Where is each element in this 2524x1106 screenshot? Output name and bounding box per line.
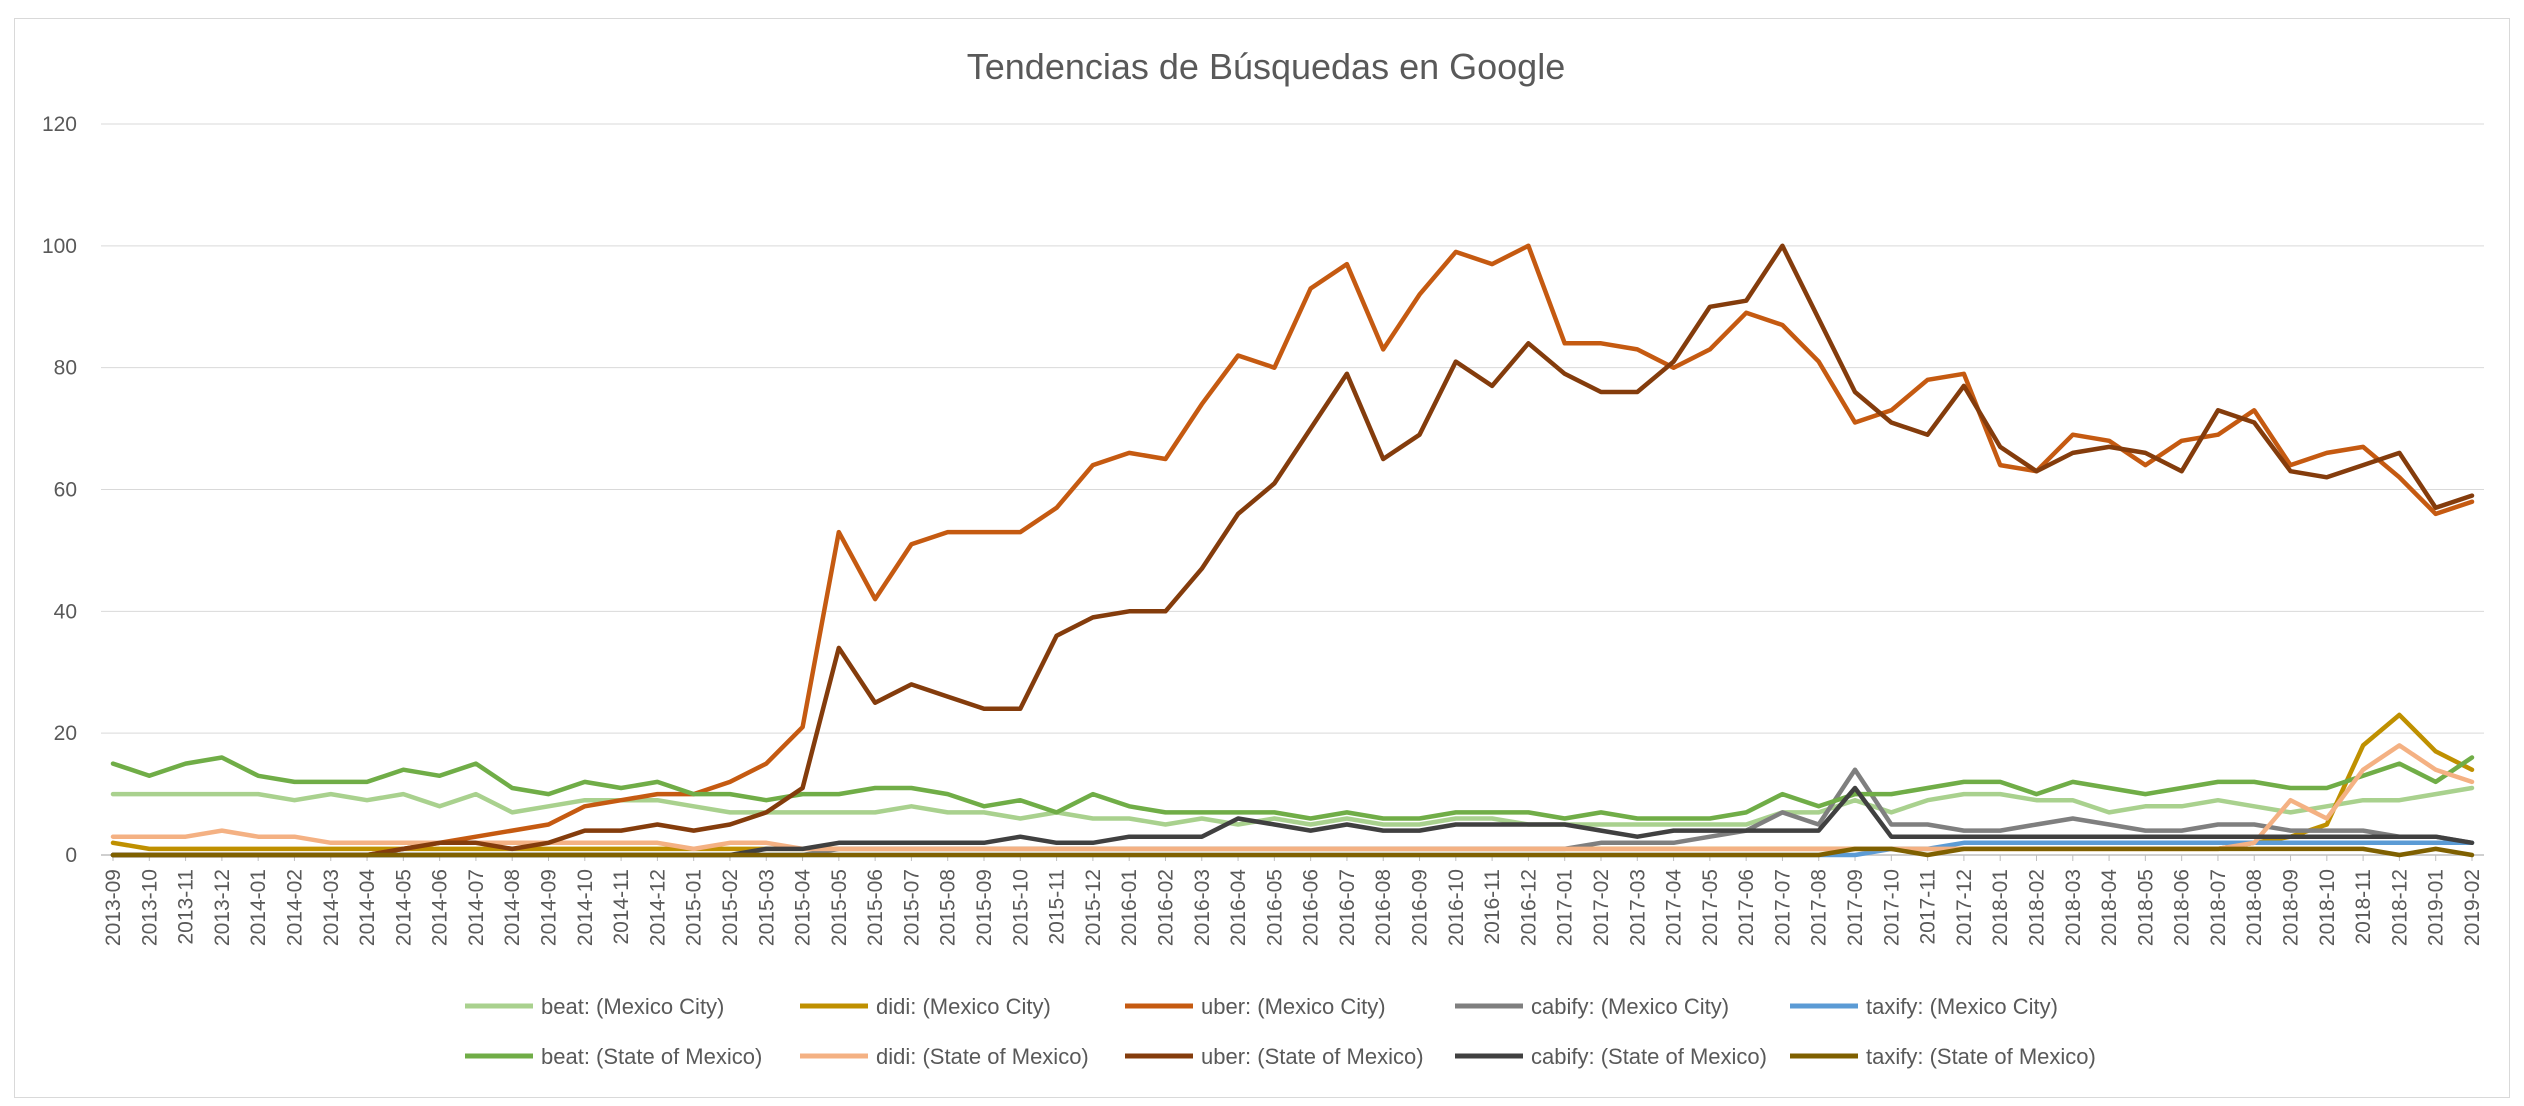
x-tick-label: 2014-01 — [247, 869, 270, 946]
x-tick-label: 2018-12 — [2388, 869, 2411, 946]
x-tick-label: 2018-07 — [2207, 869, 2230, 946]
x-tick-label: 2015-08 — [937, 869, 960, 946]
legend-label: cabify: (State of Mexico) — [1531, 1044, 1767, 1069]
x-tick-label: 2016-08 — [1372, 869, 1395, 946]
x-tick-label: 2018-10 — [2316, 869, 2339, 946]
x-tick-label: 2017-09 — [1844, 869, 1867, 946]
x-tick-label: 2014-12 — [646, 869, 669, 946]
x-tick-label: 2018-04 — [2098, 869, 2121, 946]
x-tick-label: 2017-07 — [1771, 869, 1794, 946]
x-tick-label: 2015-06 — [864, 869, 887, 946]
chart-frame: Tendencias de Búsquedas en Google 0 20 40 6… — [14, 18, 2510, 1098]
x-tick-label: 2018-08 — [2243, 869, 2266, 946]
x-tick-label: 2015-11 — [1046, 869, 1069, 945]
x-tick-label: 2016-10 — [1445, 869, 1468, 946]
x-tick-label: 2017-05 — [1699, 869, 1722, 946]
x-tick-label: 2018-06 — [2171, 869, 2194, 946]
x-tick-label: 2016-04 — [1227, 869, 1250, 946]
x-tick-label: 2013-12 — [211, 869, 234, 946]
x-tick-label: 2014-10 — [574, 869, 597, 946]
gridlines — [101, 123, 2484, 856]
legend-label: cabify: (Mexico City) — [1531, 994, 1729, 1019]
x-tick-label: 2018-05 — [2134, 869, 2157, 946]
x-tick-label: 2015-03 — [755, 869, 778, 946]
x-tick-label: 2016-03 — [1191, 869, 1214, 946]
line-chart: Tendencias de Búsquedas en Google 0 20 40 6… — [42, 46, 2484, 1069]
x-tick-label: 2013-11 — [175, 869, 198, 945]
x-tick-label: 2014-09 — [538, 869, 561, 946]
x-tick-label: 2018-01 — [1989, 869, 2012, 946]
x-tick-label: 2014-11 — [610, 869, 633, 945]
series-line-9 — [110, 846, 2475, 858]
x-tick-label: 2014-05 — [392, 869, 415, 946]
x-tick-label: 2018-03 — [2062, 869, 2085, 946]
x-tick-label: 2016-07 — [1336, 869, 1359, 946]
x-tick-label: 2015-07 — [900, 869, 923, 946]
series-line-0 — [110, 785, 2475, 827]
legend-label: didi: (Mexico City) — [876, 994, 1051, 1019]
legend-label: taxify: (State of Mexico) — [1866, 1044, 2096, 1069]
x-tick-label: 2017-08 — [1808, 869, 1831, 946]
x-tick-label: 2018-11 — [2352, 869, 2375, 945]
x-tick-label: 2016-05 — [1263, 869, 1286, 946]
legend-label: beat: (Mexico City) — [541, 994, 724, 1019]
x-tick-label: 2017-11 — [1917, 869, 1940, 945]
y-tick-label: 100 — [42, 235, 77, 258]
series-line-7 — [110, 243, 2475, 858]
x-tick-label: 2018-09 — [2280, 869, 2303, 946]
legend-label: didi: (State of Mexico) — [876, 1044, 1089, 1069]
y-tick-label: 120 — [42, 113, 77, 136]
data-series — [110, 243, 2475, 858]
x-tick-label: 2017-04 — [1663, 869, 1686, 946]
y-tick-label: 20 — [54, 722, 77, 745]
x-tick-label: 2019-02 — [2461, 869, 2484, 946]
x-tick-label: 2015-04 — [792, 869, 815, 946]
x-tick-label: 2014-06 — [429, 869, 452, 946]
x-tick-label: 2016-01 — [1118, 869, 1141, 946]
x-tick-label: 2016-09 — [1409, 869, 1432, 946]
x-tick-label: 2016-12 — [1517, 869, 1540, 946]
x-tick-label: 2017-06 — [1735, 869, 1758, 946]
x-tick-label: 2017-01 — [1554, 869, 1577, 946]
y-tick-label: 80 — [54, 357, 77, 380]
x-tick-label: 2016-02 — [1154, 869, 1177, 946]
legend-label: beat: (State of Mexico) — [541, 1044, 762, 1069]
x-tick-label: 2017-03 — [1626, 869, 1649, 946]
legend: beat: (Mexico City) didi: (Mexico City) ub… — [465, 994, 2096, 1069]
y-axis-tick-labels: 0 20 40 60 80 100 120 — [42, 113, 77, 867]
legend-label: uber: (State of Mexico) — [1201, 1044, 1424, 1069]
x-tick-label: 2016-11 — [1481, 869, 1504, 945]
x-tick-label: 2015-12 — [1082, 869, 1105, 946]
x-tick-label: 2018-02 — [2025, 869, 2048, 946]
chart-title: Tendencias de Búsquedas en Google — [967, 46, 1565, 87]
x-tick-label: 2014-03 — [320, 869, 343, 946]
x-axis-tick-labels: 2013-09 2013-10 2013-11 2013-12 2014-01 2014-… — [102, 855, 2484, 946]
x-tick-label: 2013-09 — [102, 869, 125, 946]
legend-label: taxify: (Mexico City) — [1866, 994, 2058, 1019]
x-tick-label: 2015-02 — [719, 869, 742, 946]
series-line-2 — [110, 243, 2475, 858]
x-tick-label: 2017-12 — [1953, 869, 1976, 946]
x-tick-label: 2014-04 — [356, 869, 379, 946]
x-tick-label: 2015-10 — [1009, 869, 1032, 946]
x-tick-label: 2017-02 — [1590, 869, 1613, 946]
series-line-5 — [110, 755, 2475, 821]
legend-label: uber: (Mexico City) — [1201, 994, 1386, 1019]
x-tick-label: 2013-10 — [138, 869, 161, 946]
y-tick-label: 60 — [54, 479, 77, 502]
x-tick-label: 2015-01 — [683, 869, 706, 946]
x-tick-label: 2014-07 — [465, 869, 488, 946]
x-tick-label: 2015-05 — [828, 869, 851, 946]
x-tick-label: 2016-06 — [1300, 869, 1323, 946]
x-tick-label: 2014-08 — [501, 869, 524, 946]
x-tick-label: 2017-10 — [1880, 869, 1903, 946]
x-tick-label: 2015-09 — [973, 869, 996, 946]
y-tick-label: 40 — [54, 600, 77, 623]
x-tick-label: 2019-01 — [2425, 869, 2448, 946]
y-tick-label: 0 — [65, 844, 77, 867]
x-tick-label: 2014-02 — [283, 869, 306, 946]
